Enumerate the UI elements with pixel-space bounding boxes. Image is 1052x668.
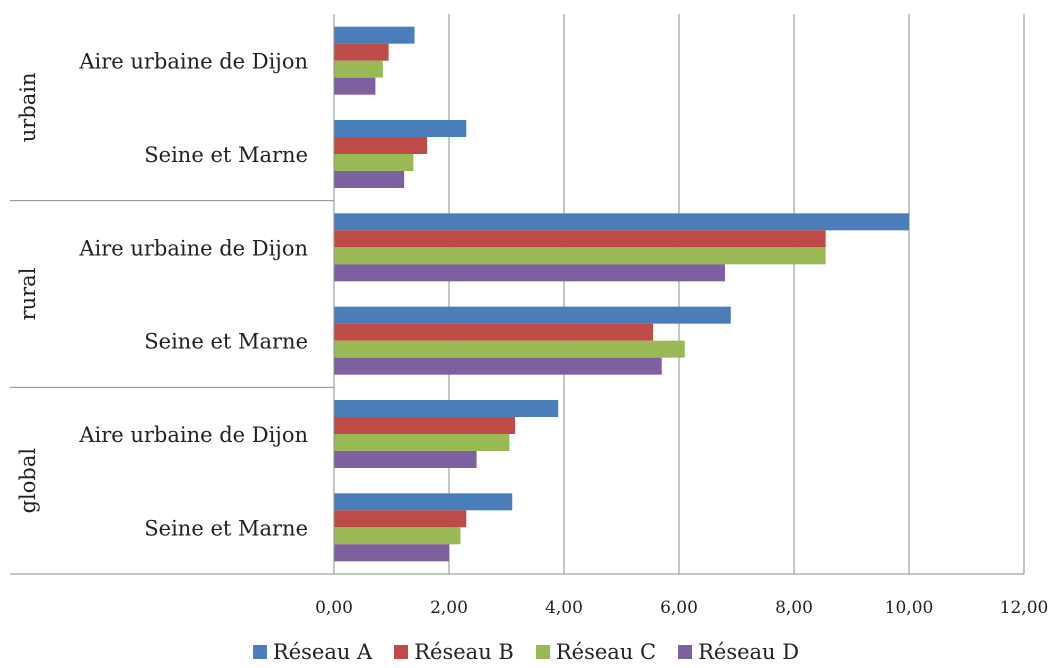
- bar: [334, 400, 559, 417]
- x-tick-label: 0,00: [315, 598, 353, 618]
- category-label: Seine et Marne: [144, 516, 308, 540]
- legend-swatch-b: [394, 645, 409, 659]
- legend-swatch-d: [678, 645, 693, 659]
- category-label: Aire urbaine de Dijon: [78, 236, 308, 260]
- x-tick-label: 6,00: [660, 598, 698, 618]
- bar: [334, 171, 405, 188]
- group-label: global: [16, 448, 40, 514]
- bar: [334, 43, 389, 61]
- legend-label-a: Réseau A: [272, 640, 373, 664]
- x-tick-label: 10,00: [885, 598, 934, 618]
- bar: [334, 340, 685, 358]
- x-tick-label: 2,00: [430, 598, 468, 618]
- bar: [334, 323, 654, 341]
- bar: [334, 306, 731, 324]
- bar-chart: Aire urbaine de Dijon Seine et Marne Aire …: [10, 14, 1049, 618]
- legend-item-c: Réseau C: [535, 640, 657, 664]
- legend-item-a: Réseau A: [252, 640, 373, 664]
- bar: [334, 137, 428, 154]
- legend-item-d: Réseau D: [678, 640, 799, 664]
- bar: [334, 213, 909, 231]
- bar: [334, 120, 467, 137]
- legend-label-b: Réseau B: [414, 640, 514, 664]
- category-label: Seine et Marne: [144, 143, 308, 167]
- bar: [334, 357, 662, 375]
- x-tick-label: 12,00: [1000, 598, 1049, 618]
- category-label: Seine et Marne: [144, 330, 308, 354]
- bar: [334, 544, 449, 562]
- legend-swatch-a: [252, 645, 267, 659]
- bar: [334, 417, 516, 434]
- bar: [334, 26, 415, 44]
- bar: [334, 60, 383, 78]
- bar: [334, 154, 414, 171]
- x-tick-label: 4,00: [545, 598, 583, 618]
- category-label: Aire urbaine de Dijon: [78, 423, 308, 447]
- legend-swatch-c: [535, 645, 550, 659]
- legend: Réseau A Réseau B Réseau C Réseau D: [0, 640, 1052, 664]
- legend-label-d: Réseau D: [698, 640, 800, 664]
- legend-label-c: Réseau C: [555, 640, 657, 664]
- bar: [334, 451, 477, 468]
- bar: [334, 493, 513, 511]
- x-tick-label: 8,00: [775, 598, 813, 618]
- bar: [334, 510, 467, 528]
- legend-item-b: Réseau B: [394, 640, 514, 664]
- bar: [334, 434, 510, 451]
- bar: [334, 247, 826, 265]
- bar: [334, 264, 725, 282]
- bar: [334, 527, 461, 545]
- bar: [334, 230, 826, 248]
- category-label: Aire urbaine de Dijon: [78, 50, 308, 74]
- group-label: urbain: [16, 72, 40, 142]
- group-label: rural: [16, 267, 40, 320]
- bar: [334, 77, 376, 95]
